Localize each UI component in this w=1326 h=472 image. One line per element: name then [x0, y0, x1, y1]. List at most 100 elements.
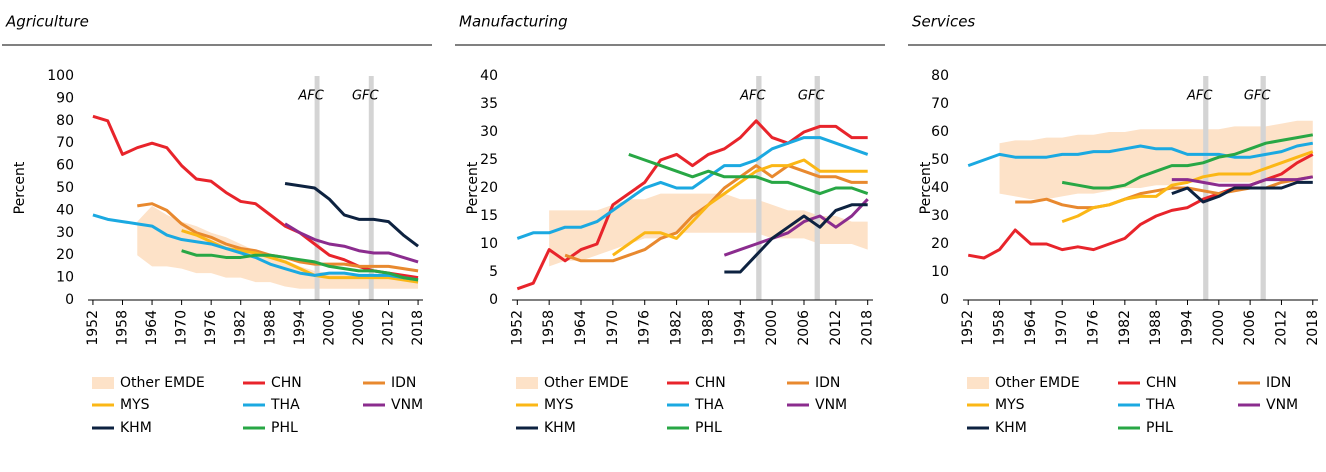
panel: Agriculture Percent 0 10 20 30 40 50 60 70 80 90 100… — [2, 13, 432, 436]
legend-label: MYS — [120, 397, 150, 413]
series-line — [284, 222, 419, 264]
legend-swatch — [967, 377, 989, 389]
y-tick-label: 100 — [47, 68, 74, 84]
legend-label: Other EMDE — [995, 375, 1080, 391]
x-tick-label: 2012 — [828, 310, 844, 346]
x-tick-label: 1964 — [144, 310, 160, 346]
y-axis-label: Percent — [465, 161, 481, 214]
y-axis-label: Percent — [12, 161, 28, 214]
series-line — [181, 249, 419, 282]
legend-label: CHN — [1146, 375, 1177, 391]
legend-label: PHL — [695, 420, 722, 436]
y-tick-label: 10 — [931, 264, 949, 280]
y-tick-label: 40 — [480, 68, 498, 84]
x-tick-label: 1976 — [203, 310, 219, 346]
shaded-period — [368, 76, 374, 300]
x-tick-label: 2012 — [381, 310, 397, 346]
legend-label: IDN — [391, 375, 416, 391]
x-tick-label: 2000 — [321, 310, 337, 346]
x-tick-label: 1994 — [732, 310, 748, 346]
y-axis-label: Percent — [918, 161, 934, 214]
x-tick-label: 2000 — [1211, 310, 1227, 346]
series-line — [967, 141, 1314, 168]
series-line — [564, 164, 868, 263]
y-tick-label: 0 — [940, 292, 949, 308]
y-tick-label: 0 — [489, 292, 498, 308]
legend-label: KHM — [120, 420, 152, 436]
series-line — [1061, 150, 1314, 224]
legend-label: Other EMDE — [544, 375, 629, 391]
legend-swatch — [92, 377, 114, 389]
x-tick-label: 1976 — [1086, 310, 1102, 346]
x-tick-label: 1952 — [960, 310, 976, 346]
y-tick-label: 90 — [56, 90, 74, 106]
y-tick-label: 80 — [931, 68, 949, 84]
shaded-period — [814, 76, 820, 300]
legend-label: Other EMDE — [120, 375, 205, 391]
x-tick-label: 1970 — [174, 310, 190, 346]
legend-label: PHL — [1146, 420, 1173, 436]
series-line — [1171, 175, 1314, 187]
legend-label: CHN — [695, 375, 726, 391]
legend-label: THA — [694, 397, 724, 413]
series-line — [284, 182, 419, 248]
y-tick-label: 30 — [56, 225, 74, 241]
period-label: GFC — [798, 89, 826, 104]
x-tick-label: 1958 — [992, 310, 1008, 346]
panel-title: Agriculture — [5, 13, 89, 31]
period-label: AFC — [1186, 89, 1213, 104]
legend-label: THA — [270, 397, 300, 413]
x-tick-label: 2006 — [796, 310, 812, 346]
period-label: GFC — [352, 89, 380, 104]
shaded-period — [1203, 76, 1209, 300]
x-tick-label: 1994 — [1179, 310, 1195, 346]
x-tick-label: 1976 — [637, 310, 653, 346]
x-tick-label: 1982 — [1117, 310, 1133, 346]
series-line — [92, 213, 419, 282]
series-line — [516, 136, 869, 240]
y-tick-label: 20 — [480, 180, 498, 196]
shaded-period — [756, 76, 762, 300]
x-tick-label: 1952 — [509, 310, 525, 346]
legend-label: CHN — [271, 375, 302, 391]
x-tick-label: 1970 — [1054, 310, 1070, 346]
period-label: GFC — [1244, 89, 1272, 104]
period-label: AFC — [739, 89, 766, 104]
band-area — [999, 120, 1313, 200]
legend-label: MYS — [544, 397, 574, 413]
y-tick-label: 30 — [931, 208, 949, 224]
x-tick-label: 1958 — [114, 310, 130, 346]
legend-label: PHL — [271, 420, 298, 436]
y-tick-label: 50 — [56, 180, 74, 196]
series-line — [723, 198, 869, 257]
series-line — [1171, 180, 1313, 204]
y-tick-label: 15 — [480, 208, 498, 224]
series-line — [628, 152, 869, 196]
series-line — [516, 119, 868, 291]
x-tick-label: 1988 — [1148, 310, 1164, 346]
y-tick-label: 35 — [480, 96, 498, 112]
legend-label: IDN — [1266, 375, 1291, 391]
y-tick-label: 60 — [56, 158, 74, 174]
x-tick-label: 1964 — [1023, 310, 1039, 346]
series-line — [1061, 133, 1314, 190]
y-tick-label: 30 — [480, 124, 498, 140]
y-tick-label: 50 — [931, 152, 949, 168]
x-tick-label: 1982 — [233, 310, 249, 346]
x-tick-label: 2018 — [860, 310, 876, 346]
band-area — [137, 205, 419, 289]
y-tick-label: 80 — [56, 113, 74, 129]
x-tick-label: 1988 — [700, 310, 716, 346]
y-tick-label: 20 — [56, 247, 74, 263]
legend-label: VNM — [815, 397, 847, 413]
band-area — [549, 193, 868, 267]
x-tick-label: 1994 — [292, 310, 308, 346]
series-line — [612, 158, 868, 257]
legend-label: VNM — [391, 397, 423, 413]
x-tick-label: 1988 — [262, 310, 278, 346]
y-tick-label: 5 — [489, 264, 498, 280]
x-tick-label: 1964 — [573, 310, 589, 346]
legend-label: KHM — [544, 420, 576, 436]
y-tick-label: 10 — [56, 270, 74, 286]
